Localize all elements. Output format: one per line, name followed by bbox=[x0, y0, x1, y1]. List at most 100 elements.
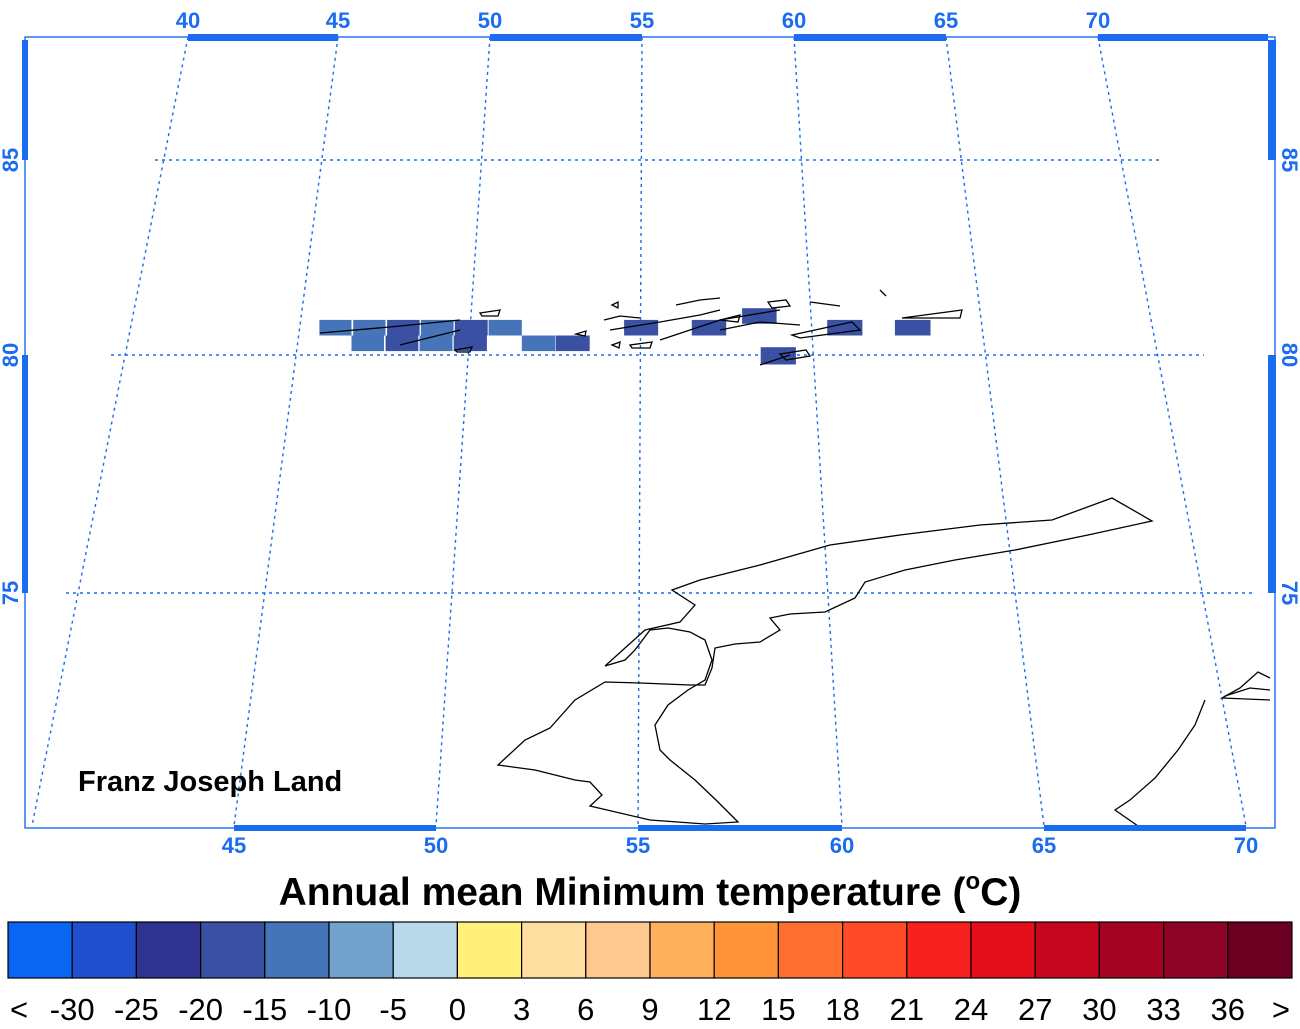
colorbar-box bbox=[713, 921, 780, 979]
mainland-coastline bbox=[1113, 699, 1206, 827]
colorbar-label: 30 bbox=[1082, 992, 1116, 1027]
frame-bar-bottom bbox=[638, 825, 842, 831]
colorbar-box bbox=[71, 921, 137, 979]
colorbar-box bbox=[1098, 921, 1165, 979]
bottom-lon-labels: 45 50 55 60 65 70 bbox=[222, 833, 1258, 858]
colorbar-label: -20 bbox=[178, 992, 223, 1027]
colorbar-label: < bbox=[10, 992, 28, 1027]
top-lon-label: 65 bbox=[934, 8, 958, 33]
colorbar-label: 0 bbox=[449, 992, 466, 1027]
island-outline bbox=[719, 321, 801, 331]
data-cell bbox=[353, 319, 386, 336]
data-cell bbox=[624, 319, 659, 336]
colorbar-box bbox=[1034, 921, 1100, 979]
lon-line-70 bbox=[1097, 36, 1247, 827]
colorbar-box bbox=[328, 921, 394, 979]
top-lon-label: 50 bbox=[478, 8, 502, 33]
colorbar bbox=[7, 921, 1293, 979]
top-lon-label: 70 bbox=[1086, 8, 1110, 33]
colorbar-box bbox=[520, 921, 587, 979]
coastlines bbox=[319, 289, 1271, 827]
bottom-lon-label: 70 bbox=[1234, 833, 1258, 858]
left-lat-label: 85 bbox=[0, 148, 23, 172]
island-outline bbox=[789, 321, 862, 339]
colorbar-label: 21 bbox=[890, 992, 924, 1027]
colorbar-box bbox=[456, 921, 523, 979]
island-outline bbox=[809, 301, 841, 307]
colorbar-label: > bbox=[1272, 992, 1290, 1027]
right-lat-label: 85 bbox=[1277, 148, 1300, 172]
lon-line-60 bbox=[793, 36, 843, 827]
island-outline bbox=[778, 349, 812, 361]
colorbar-box bbox=[392, 921, 459, 979]
bottom-lon-label: 55 bbox=[626, 833, 650, 858]
data-cell bbox=[351, 335, 384, 352]
top-lon-label: 40 bbox=[176, 8, 200, 33]
bottom-lon-label: 50 bbox=[424, 833, 448, 858]
colorbar-label: 3 bbox=[513, 992, 530, 1027]
bottom-lon-label: 65 bbox=[1032, 833, 1056, 858]
colorbar-labels: < -30 -25 -20 -15 -10 -5 0 3 6 9 12 15 18 21 24 27 30 33 36… bbox=[10, 992, 1290, 1027]
frame-bar-top bbox=[794, 34, 946, 41]
data-cell bbox=[521, 335, 556, 352]
bottom-lon-label: 60 bbox=[830, 833, 854, 858]
data-cell bbox=[488, 319, 522, 336]
right-lat-label: 80 bbox=[1277, 343, 1300, 367]
frame-bar-top bbox=[490, 34, 642, 41]
colorbar-label: 33 bbox=[1146, 992, 1180, 1027]
island-outline bbox=[399, 329, 461, 346]
frame-bar-top bbox=[1098, 34, 1268, 41]
data-cell bbox=[691, 319, 727, 336]
colorbar-label: 12 bbox=[697, 992, 731, 1027]
top-lon-label: 60 bbox=[782, 8, 806, 33]
island-outline bbox=[675, 297, 721, 306]
colorbar-label: -30 bbox=[50, 992, 95, 1027]
frame-bar-right bbox=[1268, 355, 1276, 593]
right-lat-label: 75 bbox=[1277, 581, 1300, 605]
colorbar-title-end: C) bbox=[980, 871, 1021, 914]
data-cell bbox=[420, 319, 454, 336]
left-lat-labels: 85 80 75 bbox=[0, 148, 23, 605]
colorbar-box bbox=[777, 921, 844, 979]
colorbar-box bbox=[7, 921, 73, 979]
data-cell bbox=[419, 335, 453, 352]
frame-bar-top bbox=[188, 34, 338, 41]
lon-line-50 bbox=[435, 36, 491, 827]
graticule bbox=[31, 36, 1253, 827]
frame-tick-bars bbox=[22, 34, 1276, 831]
island-outline bbox=[766, 299, 792, 309]
yamal-coastline bbox=[1219, 671, 1271, 701]
colorbar-label: 15 bbox=[761, 992, 795, 1027]
top-lon-labels: 40 45 50 55 60 65 70 bbox=[176, 8, 1110, 33]
colorbar-box bbox=[135, 921, 202, 979]
top-lon-label: 45 bbox=[326, 8, 350, 33]
island-outline bbox=[610, 340, 621, 349]
colorbar-title-superscript: o bbox=[966, 868, 981, 895]
island-outline bbox=[901, 309, 963, 319]
colorbar-label: -5 bbox=[379, 992, 407, 1027]
region-label: Franz Joseph Land bbox=[78, 766, 342, 798]
island-outline bbox=[478, 309, 501, 317]
frame-bar-bottom bbox=[234, 825, 436, 831]
lon-line-55 bbox=[637, 36, 643, 827]
colorbar-label: 9 bbox=[641, 992, 658, 1027]
frame-bar-left bbox=[22, 355, 28, 593]
data-cell bbox=[453, 335, 487, 352]
colorbar-title: Annual mean Minimum temperature (oC) bbox=[279, 868, 1022, 914]
left-lat-label: 80 bbox=[0, 343, 23, 367]
island-outline bbox=[609, 309, 721, 331]
data-cell bbox=[454, 319, 488, 336]
left-lat-label: 75 bbox=[0, 581, 23, 605]
island-outline bbox=[719, 314, 741, 323]
lon-line-40 bbox=[31, 36, 189, 827]
colorbar-box bbox=[906, 921, 972, 979]
colorbar-box bbox=[1227, 921, 1293, 979]
colorbar-label: 27 bbox=[1018, 992, 1052, 1027]
frame-bar-bottom bbox=[1044, 825, 1246, 831]
island-outline bbox=[573, 330, 587, 337]
colorbar-box bbox=[585, 921, 651, 979]
colorbar-label: 18 bbox=[825, 992, 859, 1027]
island-outline bbox=[610, 300, 619, 310]
colorbar-label: 36 bbox=[1211, 992, 1245, 1027]
